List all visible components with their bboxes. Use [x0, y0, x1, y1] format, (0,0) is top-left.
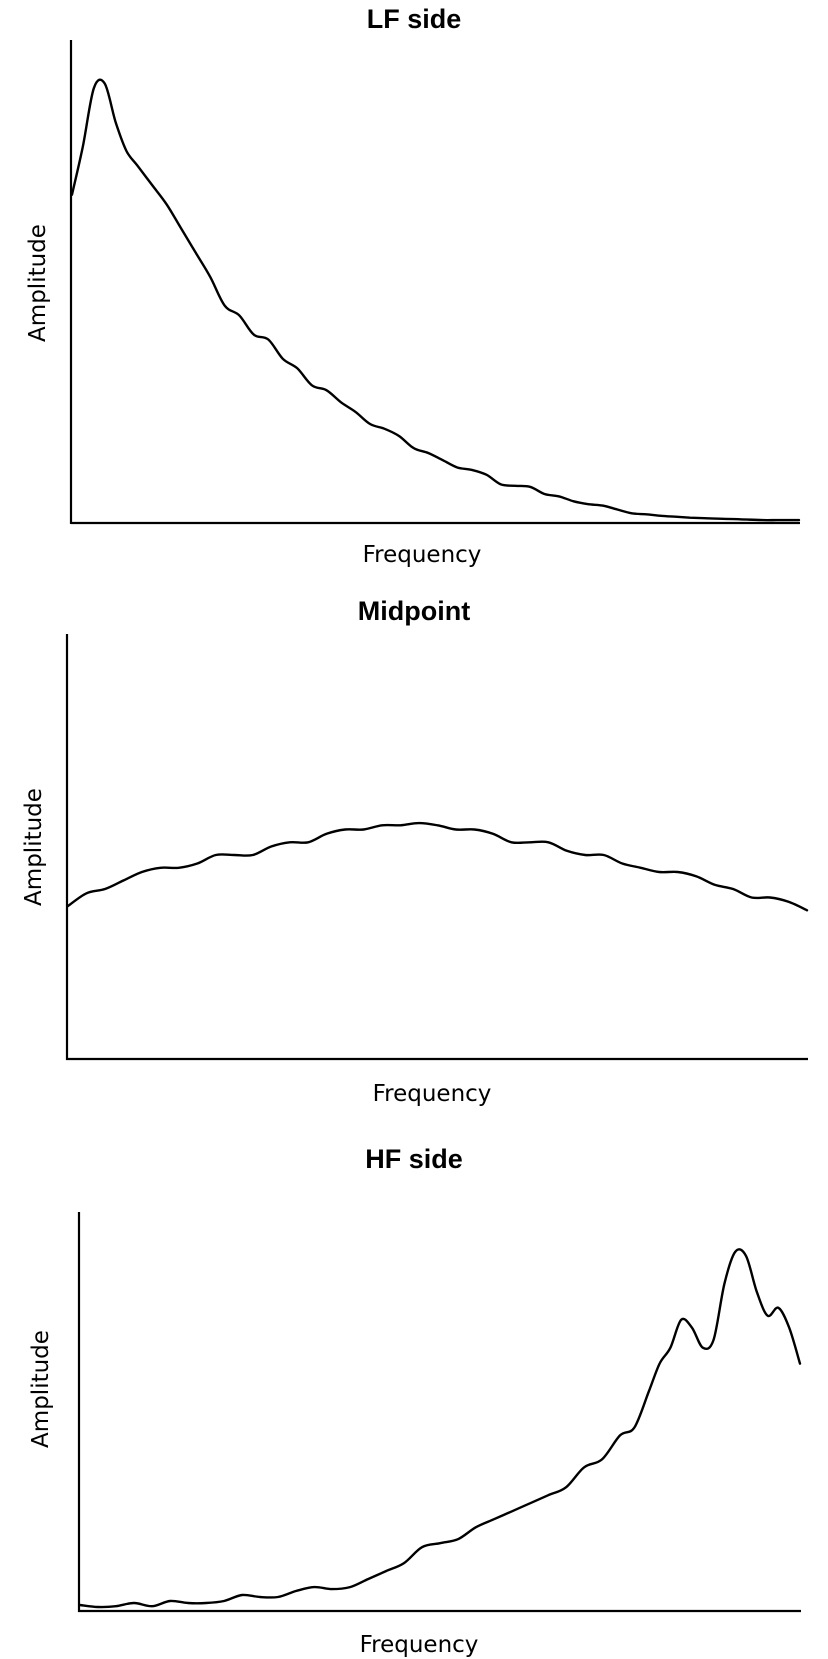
y-axis-label: Amplitude [28, 1330, 54, 1448]
chart-hf-side: HF side Amplitude Frequency [28, 1144, 802, 1658]
x-axis-label: Frequency [360, 1632, 479, 1658]
series-line [70, 78, 801, 522]
chart-title: HF side [365, 1144, 463, 1174]
x-axis-label: Frequency [363, 542, 482, 568]
chart-midpoint: Midpoint Amplitude Frequency [21, 596, 809, 1107]
chart-title: LF side [367, 4, 462, 34]
chart-title: Midpoint [358, 596, 470, 626]
series-line [78, 1248, 802, 1609]
x-axis-label: Frequency [373, 1081, 492, 1107]
chart-lf-side: LF side Amplitude Frequency [25, 4, 801, 568]
y-axis-label: Amplitude [21, 788, 47, 906]
series-line [66, 821, 809, 912]
y-axis-label: Amplitude [25, 224, 51, 342]
